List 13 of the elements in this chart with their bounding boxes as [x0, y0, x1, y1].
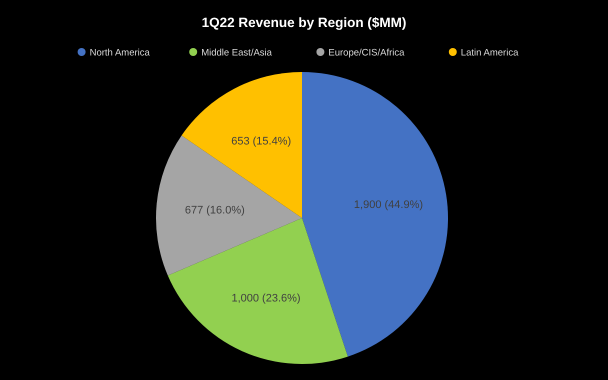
legend-label: Latin America [460, 47, 520, 58]
data-label: 1,900 (44.9%) [354, 198, 424, 211]
data-label: 1,000 (23.6%) [231, 292, 301, 305]
legend-label: North America [90, 47, 151, 58]
chart-title: 1Q22 Revenue by Region ($MM) [202, 15, 406, 30]
data-label: 677 (16.0%) [184, 204, 245, 216]
pie-slice [182, 72, 302, 218]
pie-slice [156, 135, 302, 276]
pie-slice [302, 72, 448, 357]
pie-slice [168, 218, 348, 364]
legend-label: Europe/CIS/Africa [328, 47, 406, 58]
data-label: 653 (15.4%) [231, 135, 292, 148]
legend-label: Middle East/Asia [201, 47, 273, 58]
